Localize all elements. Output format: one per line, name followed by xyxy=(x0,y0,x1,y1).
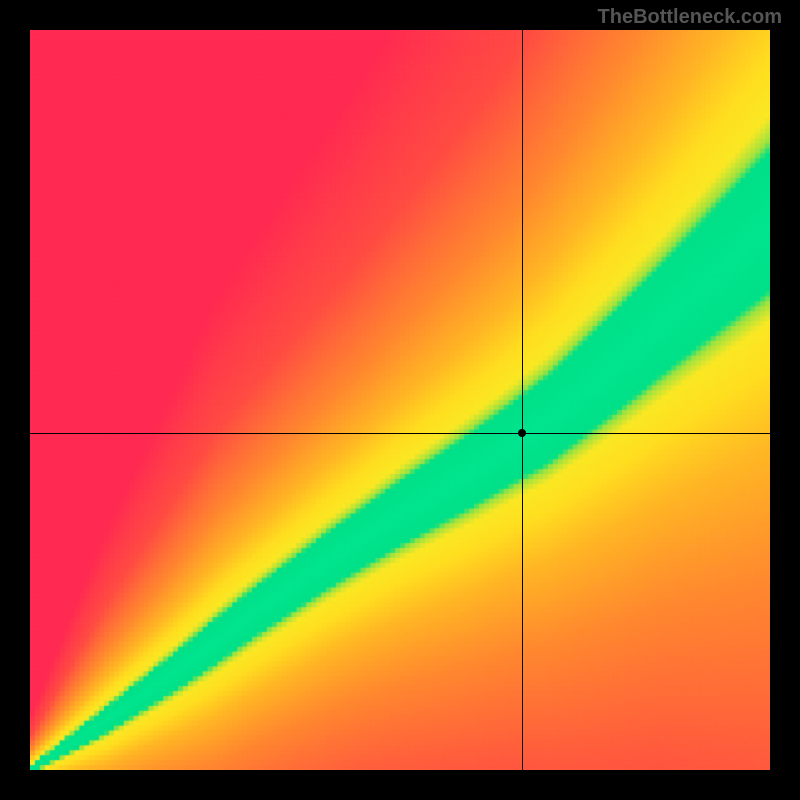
crosshair-horizontal xyxy=(30,433,770,434)
crosshair-marker xyxy=(518,429,526,437)
heatmap-plot xyxy=(30,30,770,770)
watermark-text: TheBottleneck.com xyxy=(598,6,782,29)
crosshair-vertical xyxy=(522,30,523,770)
heatmap-canvas xyxy=(30,30,770,770)
